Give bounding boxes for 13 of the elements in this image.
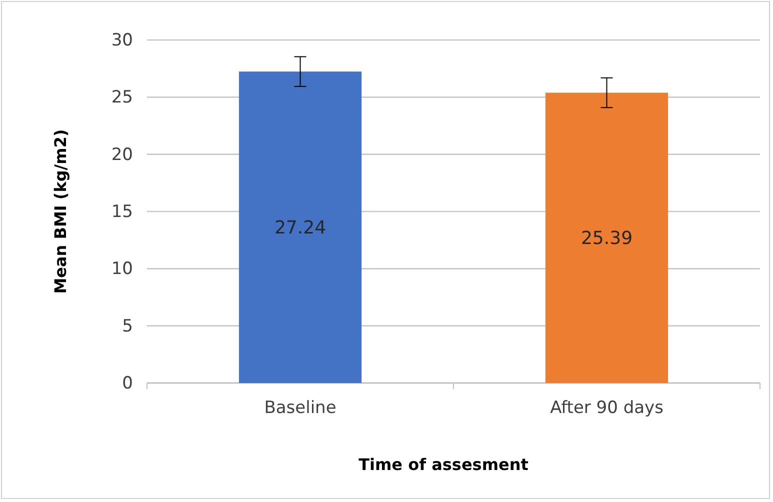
- y-tick-label: 10: [111, 259, 133, 280]
- y-axis-title: Mean BMI (kg/m2): [51, 129, 70, 294]
- x-tick-label: After 90 days: [550, 398, 664, 418]
- data-label: 27.24: [274, 217, 326, 238]
- y-tick-label: 20: [111, 144, 133, 165]
- data-label: 25.39: [580, 228, 633, 249]
- y-tick-label: 5: [122, 316, 133, 336]
- y-tick-label: 30: [111, 30, 133, 50]
- y-tick-label: 15: [111, 202, 133, 222]
- y-tick-label: 0: [122, 373, 133, 394]
- x-axis-title: Time of assesment: [358, 455, 529, 474]
- x-tick-label: Baseline: [264, 398, 336, 418]
- y-tick-label: 25: [111, 88, 133, 108]
